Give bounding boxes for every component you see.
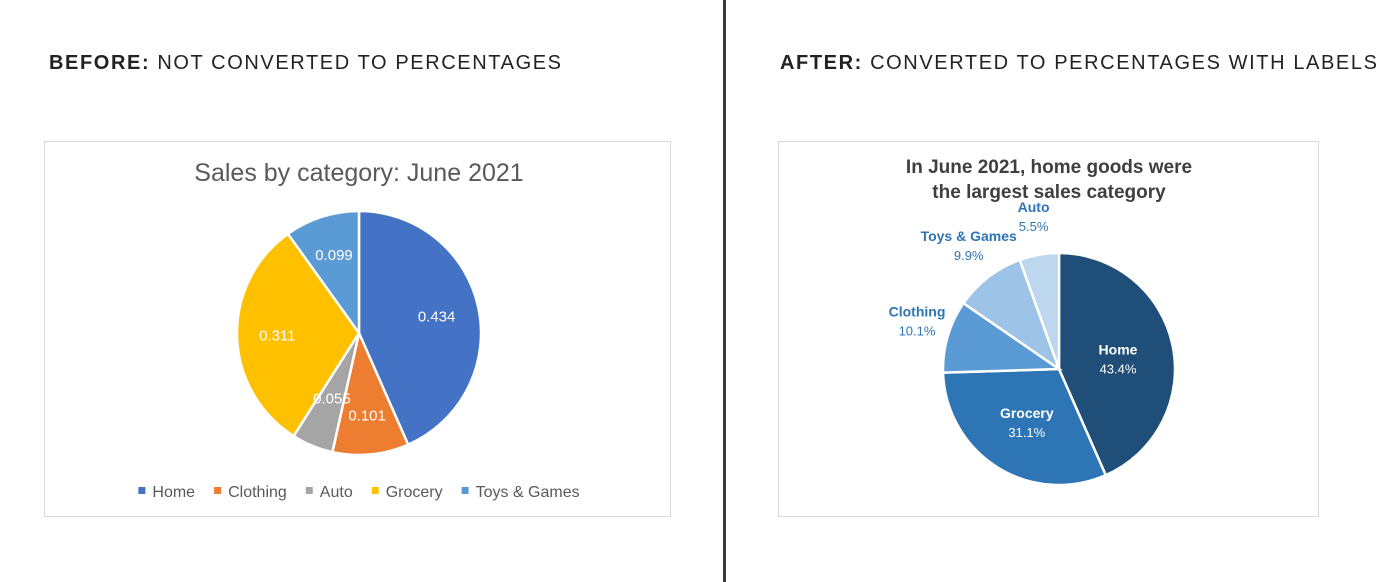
slice-grocery (235, 232, 361, 438)
data-label-grocery: Grocery 31.1% (1000, 405, 1054, 440)
legend-swatch-clothing (214, 487, 222, 494)
legend-label-home: Home (152, 484, 195, 501)
category-label-auto: Auto (1018, 199, 1050, 215)
category-label-grocery: Grocery (1000, 405, 1054, 421)
legend-swatch-home (138, 487, 146, 494)
after-pie-chart: In June 2021, home goods were the larges… (889, 157, 1192, 487)
right-panel-heading: AFTER: CONVERTED TO PERCENTAGES WITH LAB… (780, 52, 1379, 74)
left-panel-heading: BEFORE: NOT CONVERTED TO PERCENTAGES (49, 52, 563, 74)
data-label-clothing: 0.101 (348, 408, 386, 425)
legend-swatch-toys-games (461, 487, 469, 494)
before-chart-title: Sales by category: June 2021 (194, 159, 523, 187)
slice-clothing (330, 329, 410, 457)
value-label-home: 43.4% (1100, 362, 1137, 377)
data-label-home: Home 43.4% (1099, 342, 1138, 377)
slice-clothing (941, 301, 1063, 374)
category-label-clothing: Clothing (889, 303, 946, 319)
before-pie-chart: Sales by category: June 2021 0.4340.1010… (138, 159, 580, 501)
slice-home (357, 209, 483, 447)
data-label-grocery: 0.311 (259, 327, 295, 344)
legend-item-grocery: Grocery (371, 484, 443, 501)
category-label-home: Home (1099, 342, 1138, 358)
legend-item-home: Home (138, 484, 195, 501)
legend-item-toys-games: Toys & Games (461, 484, 580, 501)
legend-swatch-auto (305, 487, 313, 494)
legend-label-clothing: Clothing (228, 484, 287, 501)
slice-home (1057, 251, 1177, 477)
legend-item-auto: Auto (305, 484, 353, 501)
after-chart-card: In June 2021, home goods were the larges… (778, 141, 1319, 517)
slice-toys-games (961, 258, 1062, 373)
after-chart-title-line-2: the largest sales category (932, 182, 1166, 203)
data-label-auto: Auto 5.5% (1018, 199, 1050, 234)
value-label-grocery: 31.1% (1008, 425, 1045, 440)
data-label-toys-games: 0.099 (315, 247, 353, 264)
value-label-clothing: 10.1% (899, 323, 936, 338)
data-label-auto: 0.055 (313, 390, 351, 407)
after-chart-title-line-1: In June 2021, home goods were (906, 157, 1192, 178)
data-label-home: 0.434 (418, 309, 456, 326)
legend-swatch-grocery (371, 487, 379, 494)
legend-item-clothing: Clothing (214, 484, 287, 501)
before-chart-card: Sales by category: June 2021 0.434 0.101 0… (44, 141, 671, 517)
legend-label-toys-games: Toys & Games (476, 484, 580, 501)
value-label-toys-games: 9.9% (954, 248, 984, 263)
panel-divider (723, 0, 726, 582)
category-label-toys-games: Toys & Games (921, 228, 1017, 244)
value-label-auto: 5.5% (1019, 219, 1049, 234)
data-label-toys-games: Toys & Games 9.9% (921, 228, 1017, 263)
slice-grocery (941, 367, 1108, 487)
legend-label-grocery: Grocery (386, 484, 443, 501)
slice-auto (1018, 251, 1061, 370)
slice-toys-games (286, 209, 361, 337)
data-label-clothing: Clothing 10.1% (889, 303, 946, 338)
legend-label-auto: Auto (320, 484, 353, 501)
